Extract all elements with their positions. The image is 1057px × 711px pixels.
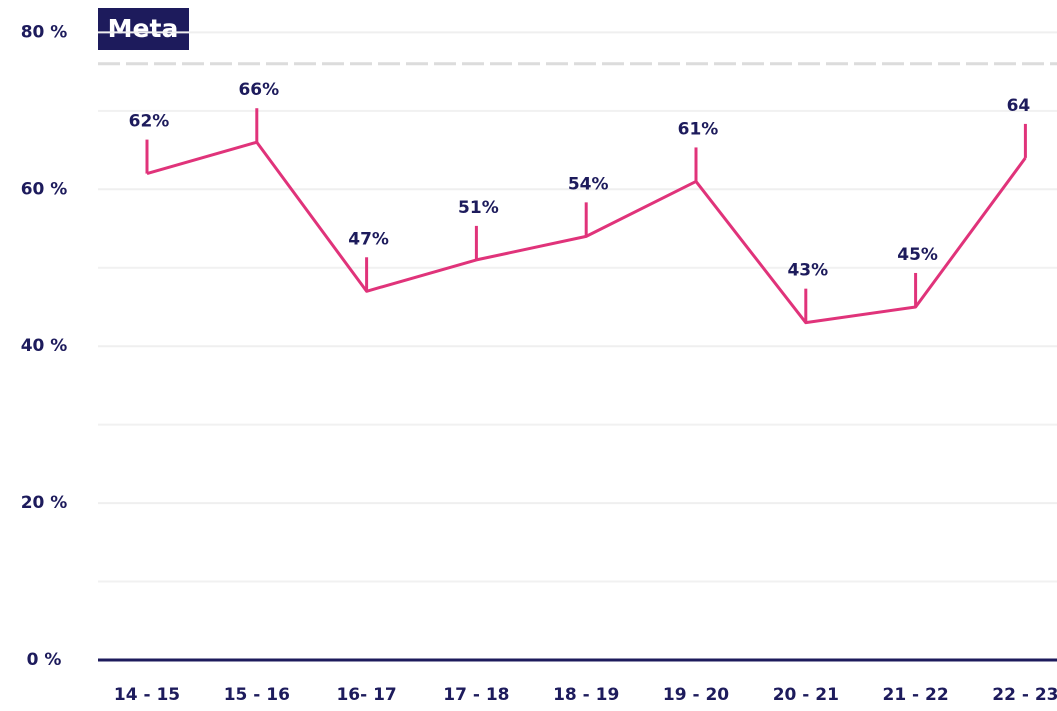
- x-tick-label: 21 - 22: [882, 685, 948, 705]
- data-label: 54%: [568, 174, 609, 194]
- y-tick-label: 60 %: [21, 179, 68, 199]
- target-label: Meta: [108, 14, 179, 43]
- x-tick-label: 16- 17: [336, 685, 396, 705]
- x-tick-label: 18 - 19: [553, 685, 619, 705]
- data-label: 43%: [787, 261, 828, 281]
- target-badge: [98, 8, 189, 50]
- x-tick-label: 20 - 21: [773, 685, 839, 705]
- x-tick-label: 22 - 23: [992, 685, 1057, 705]
- data-label: 61%: [678, 119, 719, 139]
- x-tick-label: 14 - 15: [114, 685, 180, 705]
- data-label: 62%: [129, 112, 170, 132]
- y-tick-label: 20 %: [21, 493, 68, 513]
- y-tick-label: 0 %: [27, 650, 62, 670]
- data-label: 66%: [238, 80, 279, 100]
- y-tick-label: 80 %: [21, 22, 68, 42]
- data-label: 47%: [348, 229, 389, 249]
- data-label: 51%: [458, 198, 499, 218]
- y-tick-label: 40 %: [21, 336, 68, 356]
- data-label: 45%: [897, 245, 938, 265]
- x-tick-label: 17 - 18: [443, 685, 509, 705]
- data-label: 64: [1007, 96, 1031, 116]
- x-tick-label: 15 - 16: [224, 685, 290, 705]
- x-tick-label: 19 - 20: [663, 685, 729, 705]
